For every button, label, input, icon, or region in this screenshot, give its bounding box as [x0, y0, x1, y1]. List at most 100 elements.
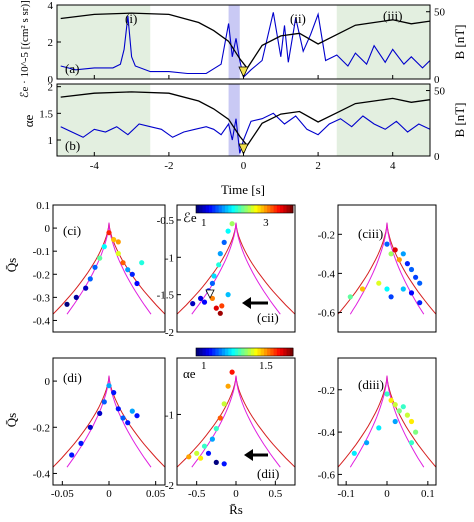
colorbar-segment — [238, 205, 242, 213]
colorbar-segment — [208, 348, 213, 356]
envelope-outer-curve — [235, 375, 296, 468]
colorbar-segment — [254, 348, 258, 356]
colorbar-segment — [221, 348, 226, 356]
ytick-label: -0.2 — [33, 269, 50, 281]
colorbar-segment — [241, 348, 245, 356]
scatter-point — [229, 369, 235, 375]
scatter-point — [101, 244, 107, 250]
colorbar-segment — [241, 205, 245, 213]
ytick-label: -0.4 — [33, 468, 51, 480]
colorbar-segment — [225, 205, 229, 213]
scatter-point — [229, 221, 235, 227]
colorbar-label: αe — [183, 366, 196, 381]
colorbar-segment — [289, 205, 294, 213]
colorbar-segment — [205, 348, 210, 356]
time-panel-b: 1 1.5 2 0 50 -4 -2 0 2 4 B [nT] (b) — [39, 82, 467, 172]
scatter-point — [396, 257, 402, 263]
scatter-point — [388, 294, 394, 300]
scatter-point — [115, 406, 121, 412]
scatter-point — [78, 440, 84, 446]
envelope-outer-curve — [52, 375, 110, 468]
colorbar-segment — [221, 205, 226, 213]
ylabel-right: B [nT] — [452, 24, 467, 59]
envelope-outer-curve — [386, 375, 437, 468]
scatter-point — [201, 299, 208, 305]
colorbar-label: ℰe — [183, 210, 197, 225]
series-line-blue — [60, 112, 431, 154]
colorbar-segment — [283, 205, 288, 213]
panel-label: (dii) — [257, 466, 279, 481]
ylabel-qs-c: Q̄s — [4, 258, 19, 272]
series-line-blue — [60, 12, 431, 79]
ytick-label: 0 — [45, 376, 51, 388]
colorbar-segment — [212, 348, 216, 356]
scatter-point — [221, 461, 227, 467]
arrow-dii-head — [244, 449, 253, 461]
scatter-point — [219, 303, 225, 309]
scatter-point — [217, 415, 223, 421]
xtick-label: 0.05 — [146, 488, 166, 500]
panel-label: (diii) — [358, 377, 384, 392]
panel-label: (a) — [65, 61, 79, 76]
ytick-right-label: 0 — [434, 151, 440, 163]
scatter-point — [392, 247, 398, 253]
xtick-label: 0 — [384, 488, 390, 500]
scatter-point — [388, 397, 394, 403]
envelope-outer-curve — [108, 375, 166, 468]
envelope-inner-curve — [386, 222, 425, 315]
scatter-point — [129, 408, 135, 414]
colorbar-segment — [228, 348, 233, 356]
ytick-label: -0.2 — [318, 229, 335, 241]
ytick-left-label: 0 — [48, 74, 54, 86]
triangle-marker — [205, 289, 215, 299]
colorbar-segment — [218, 205, 223, 213]
colorbar-segment — [276, 205, 281, 213]
scatter-point — [209, 295, 215, 301]
scatter-panel-dii: -1 -2 -0.5 0 0.5 — [165, 357, 296, 500]
ytick-label: -0.2 — [318, 385, 335, 397]
envelope-inner-curve — [349, 375, 388, 468]
ytick-label: -0.5 — [157, 215, 175, 227]
colorbar-segment — [289, 348, 294, 356]
scatter-point — [115, 250, 121, 257]
ytick-left-label: 1 — [48, 135, 54, 147]
scatter-point — [408, 440, 415, 446]
colorbar-segment — [218, 348, 223, 356]
scatter-point — [129, 271, 135, 277]
colorbar-segment — [257, 348, 262, 356]
scatter-point — [221, 401, 227, 407]
scatter-point — [417, 300, 423, 306]
xtick-label: -0.1 — [337, 488, 354, 500]
colorbar-segment — [244, 205, 249, 213]
scatter-point — [413, 274, 419, 280]
scatter-point — [97, 255, 103, 261]
ylabel-left-a: ℰe · 10^-5 [(cm² s sr)]^-1 — [19, 0, 31, 98]
xtick-label: -0.5 — [188, 488, 206, 500]
colorbar-segment — [215, 348, 220, 356]
scatter-point — [216, 262, 222, 268]
ytick-label: -0.4 — [33, 315, 51, 327]
scatter-point — [83, 285, 89, 291]
shaded-interval — [336, 5, 430, 79]
colorbar-tick-label: 3 — [263, 217, 269, 229]
colorbar-segment — [270, 348, 275, 356]
ytick-left-label: 2 — [48, 37, 54, 49]
scatter-point — [359, 286, 366, 292]
xlabel-time: Time [s] — [221, 182, 265, 197]
scatter-point — [120, 260, 126, 266]
colorbar-segment — [280, 348, 284, 356]
panel-label: (b) — [65, 138, 80, 153]
scatter-point — [194, 450, 200, 456]
scatter-point — [404, 412, 410, 418]
colorbar-frame — [195, 204, 294, 214]
region-label: (ii) — [290, 11, 306, 26]
envelope-outer-curve — [176, 375, 237, 468]
scatter-point — [400, 286, 406, 292]
scatter-point — [209, 436, 215, 442]
ytick-label: -1 — [165, 409, 174, 421]
scatter-point — [201, 443, 208, 449]
colorbar-tick-label: 1 — [201, 217, 207, 229]
envelope-outer-curve — [176, 222, 237, 315]
scatter-point — [413, 429, 419, 435]
ytick-left-label: 2 — [48, 82, 54, 94]
